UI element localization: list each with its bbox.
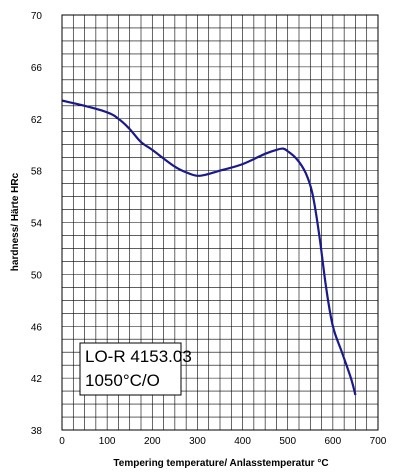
y-tick-label: 50 xyxy=(31,270,43,281)
annotation-line-1: LO-R 4153.03 xyxy=(85,347,192,366)
y-tick-label: 46 xyxy=(31,322,43,333)
y-tick-label: 66 xyxy=(31,63,43,74)
hardness-curve xyxy=(61,99,357,396)
x-tick-labels: 0 100 200 300 400 500 600 700 xyxy=(59,436,387,447)
annotation-box: LO-R 4153.03 1050°C/O xyxy=(79,342,192,396)
y-tick-label: 62 xyxy=(31,115,43,126)
annotation-line-2: 1050°C/O xyxy=(85,371,160,390)
y-axis-title: hardness/ Härte HRc xyxy=(10,172,21,271)
x-tick-label: 200 xyxy=(144,436,161,447)
y-tick-label: 38 xyxy=(31,426,43,437)
x-tick-label: 0 xyxy=(59,436,65,447)
x-tick-label: 400 xyxy=(234,436,251,447)
x-tick-label: 500 xyxy=(279,436,296,447)
y-tick-label: 58 xyxy=(31,167,43,178)
x-tick-label: 600 xyxy=(325,436,342,447)
y-tick-labels: 38 42 46 50 54 58 62 66 70 xyxy=(31,11,43,437)
y-tick-label: 70 xyxy=(31,11,43,22)
x-tick-label: 300 xyxy=(189,436,206,447)
plot-area xyxy=(61,14,379,431)
x-tick-label: 700 xyxy=(370,436,387,447)
x-axis-title: Tempering temperature/ Anlasstemperatur … xyxy=(113,458,328,469)
x-tick-label: 100 xyxy=(99,436,116,447)
y-tick-label: 42 xyxy=(31,374,43,385)
y-tick-label: 54 xyxy=(31,219,43,230)
series-layer xyxy=(61,99,357,396)
